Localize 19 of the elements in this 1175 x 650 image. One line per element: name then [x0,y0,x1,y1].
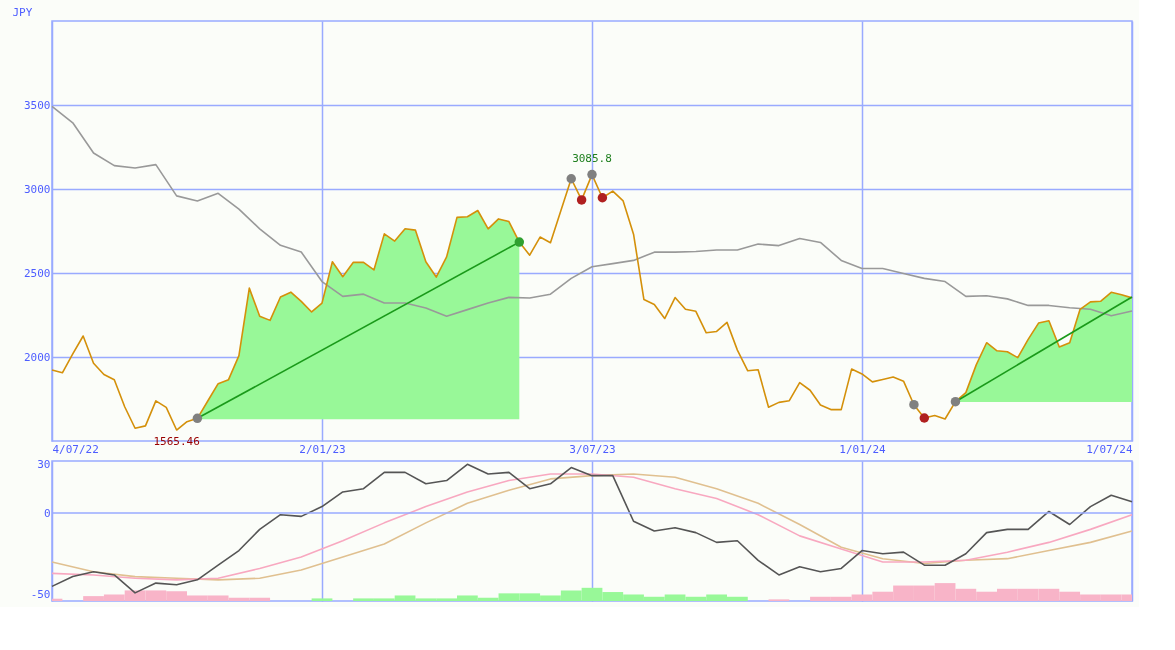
y-tick-label: 3500 [24,98,51,112]
y-tick-label: 2000 [24,350,51,364]
line-series [51,105,1133,317]
x-tick-label: 1/07/24 [1086,442,1133,456]
annotation: 1565.46 [153,435,200,448]
y-tick-label: 30 [37,457,51,471]
x-tick-label: 3/07/23 [569,442,616,456]
y-tick-label: 2500 [24,266,51,280]
line-series [51,463,1133,594]
x-tick-label: 2/01/23 [299,442,346,456]
annotation: 3085.8 [572,151,612,165]
y-axis-title: JPY [12,5,33,19]
y-tick-label: 3000 [24,182,51,196]
x-tick-label: 1/01/24 [839,442,887,456]
y-tick-label: -50 [30,587,51,601]
y-tick-label: 0 [43,506,51,520]
bar [311,598,333,601]
line-series [51,473,1133,581]
x-tick-label: 4/07/22 [52,442,99,456]
